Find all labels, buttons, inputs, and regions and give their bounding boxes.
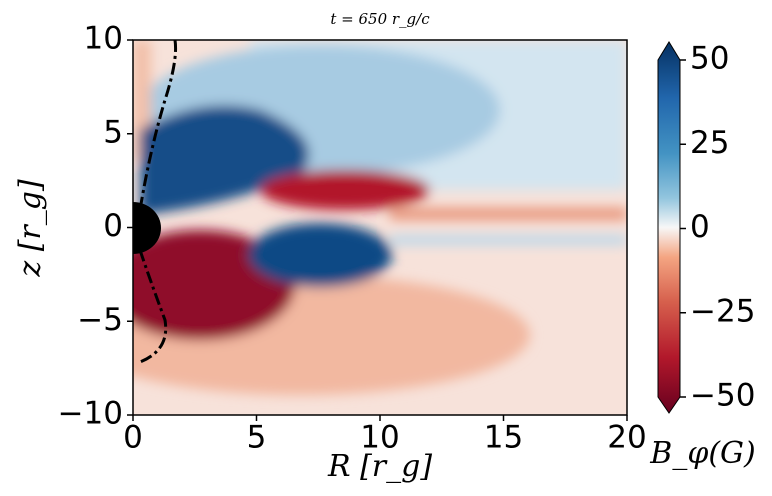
colorbar-tick-label: 0 bbox=[690, 209, 710, 245]
colorbar-tick-label: 25 bbox=[690, 125, 729, 161]
y-tick-label: 0 bbox=[103, 208, 123, 244]
colorbar-label: B_φ(G) bbox=[649, 436, 755, 471]
chart-title: t = 650 r_g/c bbox=[330, 10, 430, 28]
colorbar-tick-label: −50 bbox=[690, 378, 755, 414]
x-axis-label: R [r_g] bbox=[327, 449, 432, 484]
field bbox=[133, 40, 627, 415]
y-tick-label: 10 bbox=[84, 21, 123, 57]
x-tick-label: 10 bbox=[360, 420, 399, 456]
colorbar-tick-label: −25 bbox=[690, 293, 755, 329]
y-tick-label: −10 bbox=[58, 396, 123, 432]
colorbar-tick-label: 50 bbox=[690, 41, 729, 77]
x-tick-label: 15 bbox=[484, 420, 523, 456]
x-tick-label: 0 bbox=[123, 420, 143, 456]
y-tick-label: 5 bbox=[103, 114, 123, 150]
x-tick-label: 5 bbox=[247, 420, 267, 456]
y-axis-label: z [r_g] bbox=[13, 179, 48, 278]
x-tick-label: 20 bbox=[607, 420, 646, 456]
y-tick-label: −5 bbox=[77, 302, 123, 338]
colorbar bbox=[657, 41, 681, 414]
